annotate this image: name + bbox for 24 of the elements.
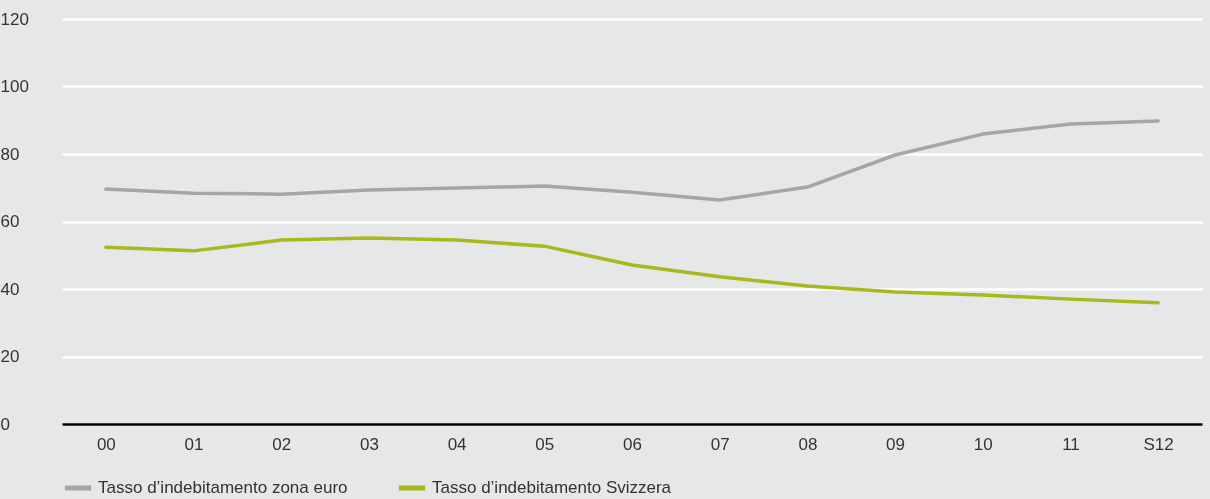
x-tick-label: 01 bbox=[184, 434, 204, 454]
x-tick-label: 06 bbox=[623, 434, 642, 454]
x-tick-label: 08 bbox=[798, 434, 818, 454]
legend-label: Tasso d’indebitamento Svizzera bbox=[432, 478, 672, 497]
y-tick-label: 20 bbox=[0, 347, 20, 366]
x-tick-label: 00 bbox=[96, 434, 116, 454]
x-tick-label: 10 bbox=[973, 434, 993, 454]
x-tick-label: 07 bbox=[710, 434, 730, 454]
x-tick-label: S12 bbox=[1143, 434, 1174, 454]
x-tick-label: 03 bbox=[359, 434, 379, 454]
x-tick-label: 05 bbox=[535, 434, 555, 454]
y-tick-label: 120 bbox=[0, 9, 29, 29]
y-tick-label: 60 bbox=[0, 212, 20, 231]
y-tick-label: 80 bbox=[0, 144, 20, 164]
line-series bbox=[104, 119, 1160, 202]
x-tick-label: 09 bbox=[886, 434, 906, 454]
y-tick-label: 40 bbox=[0, 279, 20, 299]
x-tick-label: 04 bbox=[447, 434, 467, 454]
line-series bbox=[104, 236, 1160, 305]
x-tick-label: 02 bbox=[272, 434, 292, 454]
legend-label: Tasso d’indebitamento zona euro bbox=[98, 478, 348, 497]
y-tick-label: 0 bbox=[0, 414, 10, 434]
x-tick-label: 11 bbox=[1062, 434, 1080, 454]
y-tick-label: 100 bbox=[0, 77, 29, 96]
